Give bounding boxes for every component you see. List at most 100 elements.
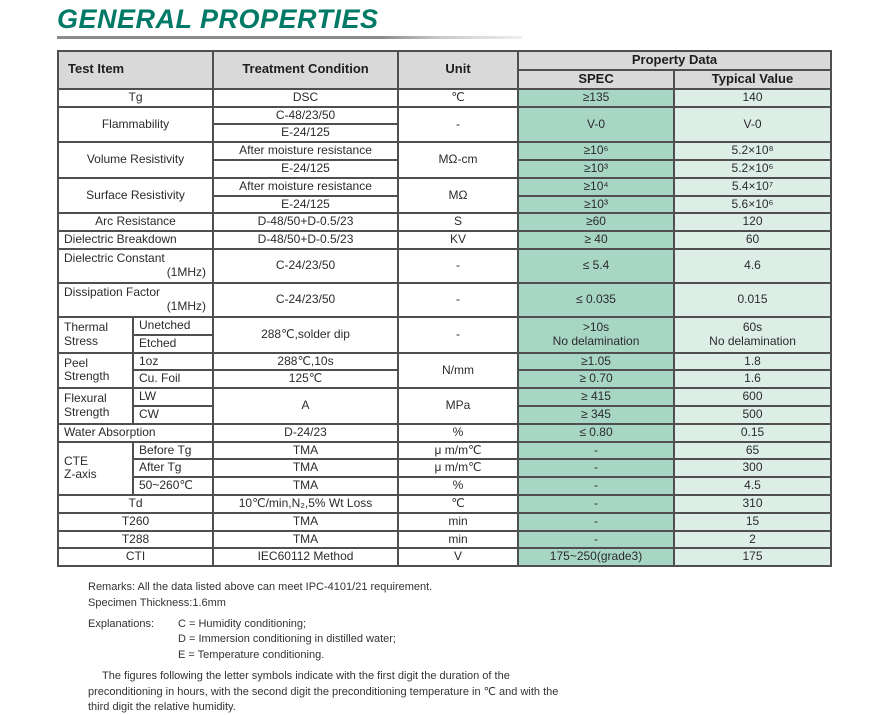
cell-test-item: CTI — [56, 547, 215, 568]
table-row: E-24/125 ≥10³ 5.2×10⁶ — [58, 159, 833, 179]
cell-condition: TMA — [212, 458, 400, 479]
cell-condition: TMA — [212, 511, 400, 532]
cell-test-item: Tg — [56, 87, 215, 108]
test-item-line2: Z-axis — [64, 467, 97, 482]
test-item-line2: Strength — [64, 369, 110, 384]
header-unit: Unit — [397, 50, 520, 90]
cell-typical: 15 — [673, 511, 833, 532]
cell-typical: 140 — [673, 87, 833, 108]
cell-typical: 175 — [673, 547, 833, 568]
cell-condition: C-24/23/50 — [212, 248, 400, 285]
cell-test-item: Dissipation Factor (1MHz) — [56, 282, 215, 319]
table-row: T260 TMA min - 15 — [56, 511, 833, 532]
table-row: Thermal Stress Unetched 288℃,solder dip … — [57, 316, 833, 354]
table-row: Surface Resistivity After moisture resis… — [56, 176, 833, 215]
cell-condition: E-24/125 — [212, 123, 400, 144]
table-row: After Tg TMA μ m/m℃ - 300 — [58, 458, 833, 479]
cell-typical: 2 — [673, 529, 833, 550]
cell-condition: After moisture resistance — [212, 176, 400, 197]
cell-typical: 5.4×10⁷ — [673, 176, 833, 197]
cell-typical: 5.2×10⁶ — [673, 159, 833, 179]
table-row: Td 10℃/min,N₂,5% Wt Loss ℃ - 310 — [56, 494, 833, 514]
cell-spec: - — [517, 494, 676, 514]
cell-test-item: Dielectric Breakdown — [56, 230, 215, 251]
cell-spec: >10s No delamination — [517, 316, 676, 354]
test-item-line2: (1MHz) — [166, 265, 207, 280]
cell-spec: 175~250(grade3) — [517, 547, 676, 568]
cell-spec: ≥ 40 — [517, 230, 676, 251]
explanations: Explanations: C = Humidity conditioning;… — [88, 617, 648, 663]
cell-test-item: Peel Strength — [57, 351, 134, 390]
table-row: Dielectric Breakdown D-48/50+D-0.5/23 KV… — [56, 230, 833, 251]
cell-spec: - — [517, 458, 676, 479]
cell-spec: ≥ 415 — [517, 387, 676, 408]
cell-unit: ℃ — [397, 87, 520, 108]
cell-spec: - — [517, 476, 676, 497]
cell-unit: μ m/m℃ — [397, 458, 520, 479]
cell-unit: MΩ-cm — [397, 141, 520, 179]
cell-test-item: Volume Resistivity — [56, 141, 215, 179]
explanations-label: Explanations: — [88, 617, 155, 630]
table-row: Arc Resistance D-48/50+D-0.5/23 S ≥60 12… — [56, 212, 833, 233]
cell-test-item: T260 — [56, 511, 215, 532]
cell-spec: ≥135 — [517, 87, 676, 108]
test-item-line1: CTE — [64, 453, 88, 468]
cell-condition: TMA — [212, 529, 400, 550]
cell-unit: V — [397, 547, 520, 568]
table-row: T288 TMA min - 2 — [56, 529, 833, 550]
cell-condition: D-48/50+D-0.5/23 — [212, 212, 400, 233]
cell-unit: min — [397, 529, 520, 550]
cell-typical: 600 — [673, 387, 833, 408]
header-spec: SPEC — [517, 68, 676, 90]
explanation-d: D = Immersion conditioning in distilled … — [178, 633, 396, 646]
table-row: Tg DSC ℃ ≥135 140 — [56, 87, 833, 108]
cell-spec: - — [517, 511, 676, 532]
cell-unit: MPa — [397, 387, 520, 425]
header-row-1: Test Item Treatment Condition Unit Prope… — [56, 50, 833, 90]
cell-condition: 125℃ — [212, 369, 400, 390]
cell-unit: - — [397, 282, 520, 319]
cell-spec: ≤ 5.4 — [517, 248, 676, 285]
test-item-line1: Thermal — [64, 320, 109, 335]
cell-typical: 4.6 — [673, 248, 833, 285]
cell-condition: DSC — [212, 87, 400, 108]
cell-test-subitem: Etched — [131, 333, 215, 354]
table-row: Dielectric Constant (1MHz) C-24/23/50 - … — [56, 248, 833, 285]
explanation-c: C = Humidity conditioning; — [178, 617, 307, 630]
cell-condition: D-48/50+D-0.5/23 — [212, 230, 400, 251]
cell-spec: ≥10³ — [517, 194, 676, 215]
cell-test-subitem: LW — [131, 387, 215, 408]
footnote-paragraph: The figures following the letter symbols… — [88, 670, 559, 713]
cell-unit: % — [397, 476, 520, 497]
cell-condition: TMA — [212, 440, 400, 461]
test-item-line1: Flexural — [64, 391, 107, 406]
test-item-line1: Peel — [64, 355, 89, 370]
test-item-line2: Stress — [64, 333, 99, 348]
cell-spec: ≥60 — [517, 212, 676, 233]
cell-unit: % — [397, 422, 520, 443]
table-row: E-24/125 ≥10³ 5.6×10⁶ — [58, 194, 833, 215]
cell-typical: 0.15 — [673, 422, 833, 443]
cell-spec: - — [517, 440, 676, 461]
cell-test-item: Water Absorption — [56, 422, 215, 443]
table-row: E-24/125 — [58, 123, 831, 144]
cell-spec: ≥10⁶ — [517, 141, 676, 162]
cell-unit: min — [397, 511, 520, 532]
table-row: Water Absorption D-24/23 % ≤ 0.80 0.15 — [56, 422, 833, 443]
page-title: GENERAL PROPERTIES — [57, 4, 379, 34]
typical-line1: 60s — [742, 320, 763, 335]
cell-condition: After moisture resistance — [212, 141, 400, 162]
cell-test-subitem: Unetched — [131, 316, 215, 336]
cell-typical: 1.8 — [673, 351, 833, 372]
header-row-2: SPEC Typical Value — [58, 68, 833, 90]
cell-test-item: Td — [56, 494, 215, 514]
cell-unit: MΩ — [397, 176, 520, 215]
header-typical-value: Typical Value — [673, 68, 833, 90]
table-row: Cu. Foil 125℃ ≥ 0.70 1.6 — [58, 369, 833, 390]
header-property-data: Property Data — [517, 50, 833, 71]
table-row: Peel Strength 1oz 288℃,10s N/mm ≥1.05 1.… — [57, 351, 833, 390]
cell-unit: - — [397, 316, 520, 354]
cell-typical: 1.6 — [673, 369, 833, 390]
title-underline — [57, 36, 522, 39]
